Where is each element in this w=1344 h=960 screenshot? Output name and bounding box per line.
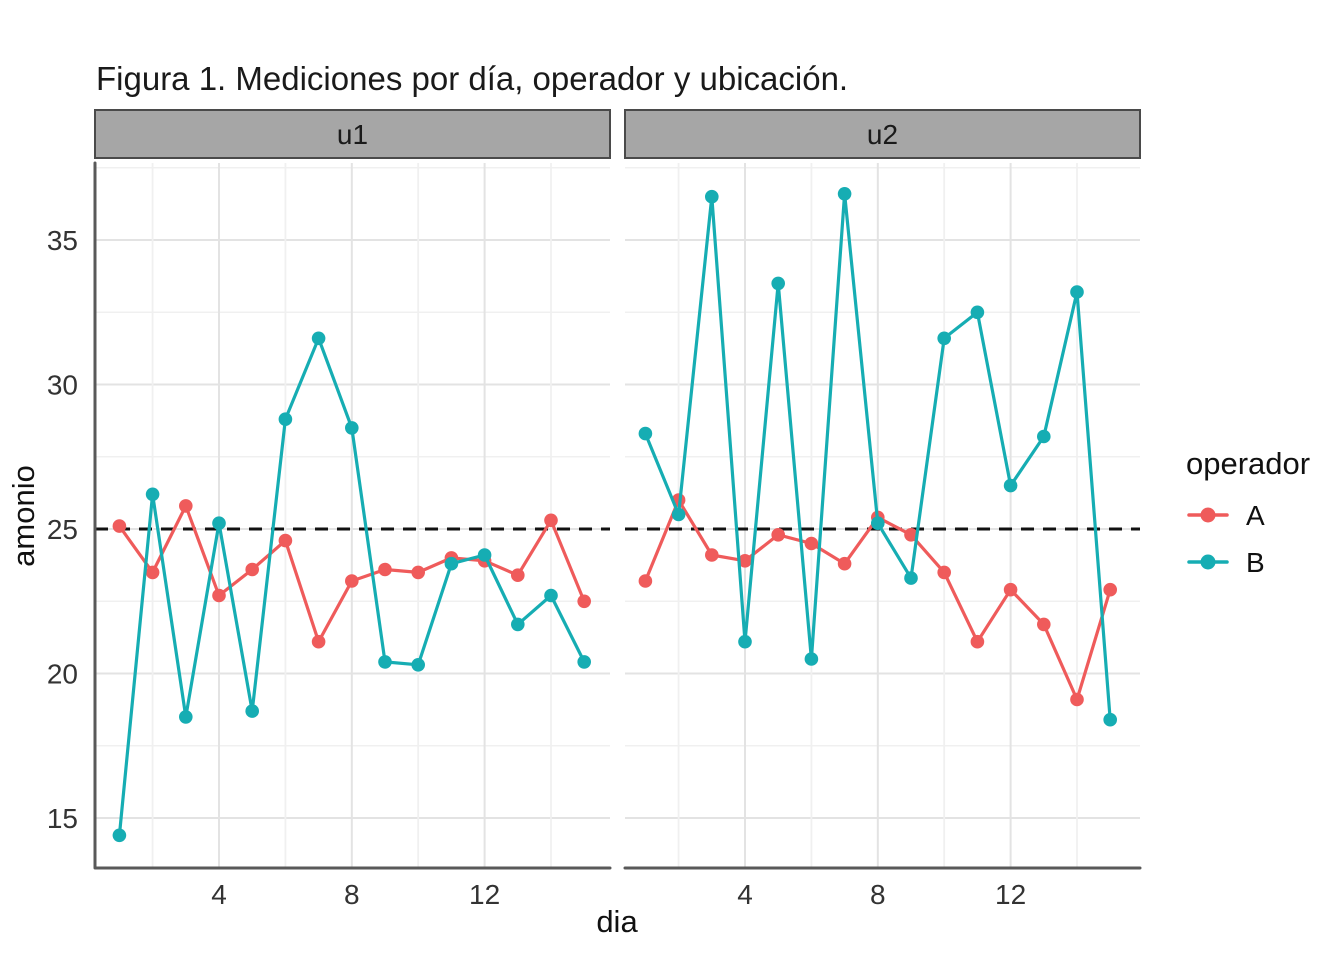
data-point-A [1037, 617, 1051, 632]
y-tick-label: 25 [47, 514, 78, 545]
data-point-A [937, 565, 951, 580]
data-point-B [345, 421, 359, 435]
data-point-B [1037, 429, 1051, 444]
data-point-B [311, 331, 326, 346]
data-point-A [179, 499, 193, 513]
y-tick-label: 15 [47, 803, 78, 834]
data-point-A [245, 562, 259, 577]
data-point-A [345, 574, 359, 588]
series-points-A [112, 499, 591, 649]
data-point-B [278, 412, 293, 427]
y-tick-label: 35 [47, 225, 78, 256]
x-tick-label: 8 [344, 879, 360, 910]
legend-label: A [1246, 500, 1265, 531]
data-point-B [837, 187, 852, 201]
chart-title: Figura 1. Mediciones por día, operador y… [96, 60, 849, 97]
data-point-A [1070, 692, 1084, 707]
legend-item-B: B [1187, 547, 1265, 578]
data-point-B [771, 276, 785, 291]
data-point-A [970, 634, 985, 649]
data-point-A [145, 565, 160, 580]
facet-panel-u2: u2 4 8 12 [623, 109, 1142, 910]
x-tick-label: 4 [211, 879, 227, 910]
data-point-B [871, 516, 885, 530]
data-point-B [1070, 285, 1084, 299]
data-point-A [112, 519, 127, 533]
legend: operador AB [1186, 446, 1310, 578]
data-point-B [804, 652, 819, 666]
data-point-B [511, 617, 525, 632]
data-point-A [904, 528, 918, 542]
data-point-A [738, 554, 752, 568]
data-point-B [738, 634, 752, 649]
data-point-B [378, 655, 392, 669]
data-point-A [411, 565, 426, 580]
data-point-B [444, 556, 459, 571]
facet-strip-label: u2 [867, 119, 898, 150]
x-tick-label: 12 [995, 879, 1026, 910]
data-point-A [837, 556, 852, 571]
data-point-B [1103, 712, 1117, 727]
legend-swatch-point [1200, 507, 1216, 523]
legend-title: operador [1186, 446, 1310, 481]
data-point-B [112, 828, 127, 843]
data-point-A [638, 574, 653, 588]
axis-title-y: amonio [6, 465, 41, 567]
data-point-A [1003, 582, 1018, 597]
data-point-A [804, 536, 819, 551]
x-tick-label: 4 [737, 879, 753, 910]
data-point-A [1103, 582, 1117, 597]
legend-label: B [1246, 547, 1265, 578]
data-point-B [904, 571, 918, 585]
data-point-A [212, 588, 226, 603]
facet-panel-u1: u1 4 8 12 [93, 109, 612, 910]
legend-item-A: A [1187, 500, 1265, 531]
data-point-B [477, 548, 492, 562]
data-point-B [937, 331, 951, 346]
data-point-B [638, 426, 653, 441]
data-point-B [671, 507, 686, 522]
axis-title-x: dia [596, 904, 638, 939]
data-point-B [145, 487, 160, 502]
data-point-B [705, 189, 719, 204]
data-point-A [378, 562, 392, 577]
data-point-B [544, 588, 558, 603]
data-point-B [411, 658, 426, 672]
facet-strip-label: u1 [337, 119, 368, 150]
facet-strip [94, 109, 611, 159]
series-points-B [112, 331, 591, 843]
x-tick-label: 12 [469, 879, 500, 910]
facet-strip [624, 109, 1141, 159]
data-point-B [212, 516, 226, 530]
data-point-B [970, 305, 985, 320]
axis-line-left-bottom [93, 161, 612, 870]
data-point-B [179, 710, 193, 724]
y-tick-label: 20 [47, 659, 78, 690]
data-point-A [278, 533, 293, 548]
series-points-B [638, 187, 1117, 727]
data-point-B [245, 704, 259, 718]
data-point-A [544, 513, 558, 528]
y-tick-label: 30 [47, 370, 78, 401]
data-point-A [705, 548, 719, 562]
data-point-A [511, 568, 525, 582]
data-point-A [577, 594, 591, 609]
data-point-A [771, 528, 785, 542]
legend-swatch-point [1200, 554, 1216, 570]
data-point-B [577, 655, 591, 669]
data-point-B [1003, 478, 1018, 493]
data-point-A [311, 634, 326, 649]
x-tick-label: 8 [870, 879, 886, 910]
